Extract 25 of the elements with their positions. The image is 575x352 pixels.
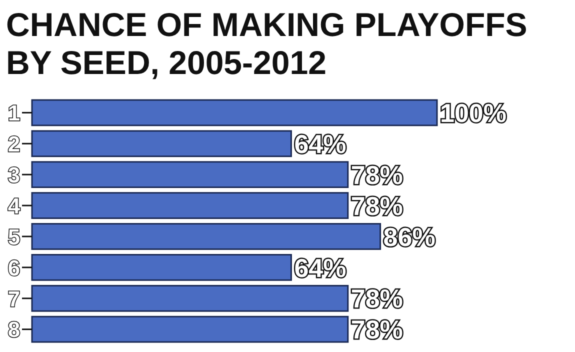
data-label: 78% (350, 284, 403, 314)
y-tick-label: 8 (8, 317, 20, 342)
y-tick-label: 4 (8, 193, 21, 218)
data-label: 64% (294, 252, 346, 283)
chart-title: CHANCE OF MAKING PLAYOFFS BY SEED, 2005-2012 (6, 6, 528, 81)
bar (31, 99, 438, 126)
y-tick-label: 3 (8, 162, 20, 188)
y-tick-label: 7 (8, 286, 20, 312)
y-tick-label: 1 (8, 100, 20, 126)
data-label: 78% (350, 314, 403, 345)
data-label: 78% (350, 190, 403, 221)
bar (31, 254, 292, 281)
data-label: 100% (440, 98, 506, 128)
y-tick-label: 2 (8, 132, 20, 157)
bar (31, 130, 292, 158)
data-label: 86% (383, 222, 436, 252)
bar (31, 316, 349, 343)
y-tick-label: 5 (8, 224, 20, 250)
data-label: 78% (350, 160, 403, 190)
bar (31, 284, 349, 312)
data-label: 64% (294, 128, 346, 159)
bar (31, 192, 349, 219)
bar (31, 223, 382, 250)
bar (31, 161, 349, 188)
y-tick-label: 6 (8, 255, 20, 280)
